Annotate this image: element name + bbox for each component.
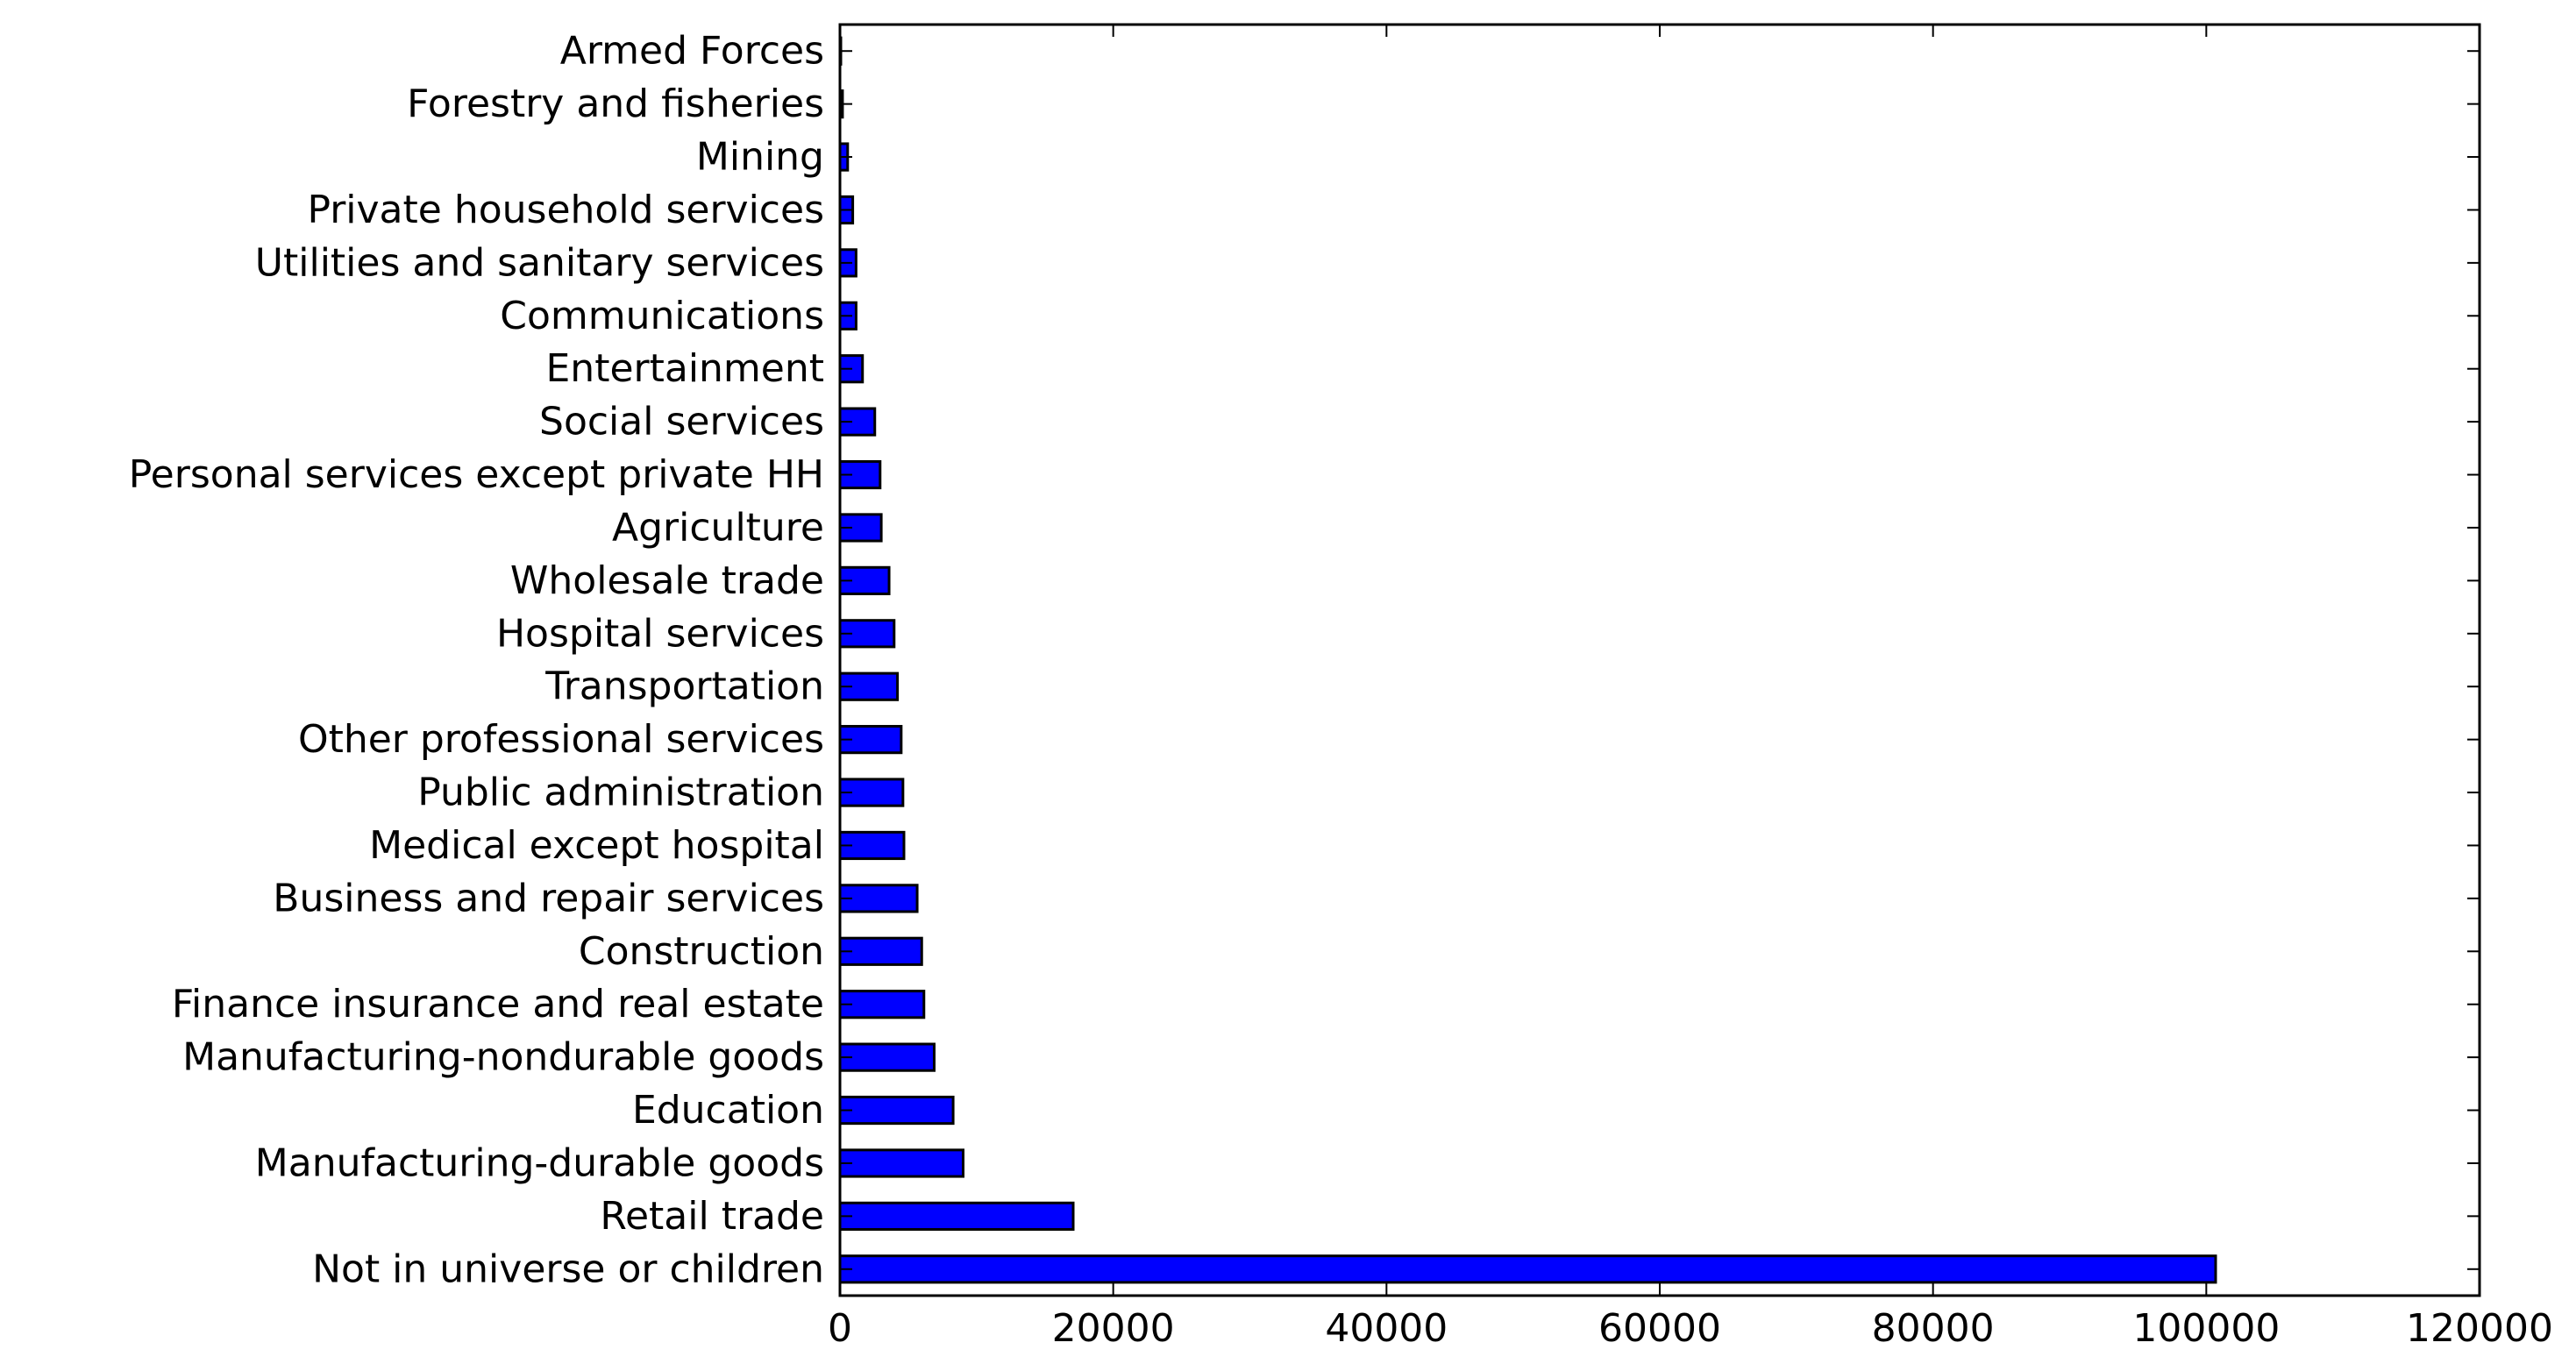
x-tick-label: 40000 bbox=[1325, 1306, 1448, 1351]
category-label: Manufacturing-durable goods bbox=[255, 1140, 824, 1185]
bar bbox=[838, 1042, 936, 1072]
x-tick-label: 0 bbox=[828, 1306, 852, 1351]
category-label: Private household services bbox=[307, 188, 824, 232]
category-label: Communications bbox=[500, 294, 824, 338]
category-label: Armed Forces bbox=[560, 29, 824, 74]
x-tick-label: 100000 bbox=[2132, 1306, 2280, 1351]
category-label: Wholesale trade bbox=[510, 558, 824, 603]
category-label: Hospital services bbox=[496, 611, 824, 656]
bar bbox=[838, 990, 926, 1019]
category-label: Other professional services bbox=[298, 717, 824, 762]
bars-layer bbox=[838, 36, 2217, 1284]
category-label: Utilities and sanitary services bbox=[255, 240, 824, 285]
category-label: Entertainment bbox=[546, 346, 825, 391]
category-label: Forestry and fisheries bbox=[407, 82, 824, 126]
category-label: Construction bbox=[579, 929, 824, 974]
category-label: Social services bbox=[539, 400, 824, 444]
category-label: Public administration bbox=[417, 771, 824, 815]
x-tick-label: 20000 bbox=[1052, 1306, 1175, 1351]
category-label: Personal services except private HH bbox=[129, 452, 824, 497]
x-tick-label: 60000 bbox=[1598, 1306, 1721, 1351]
category-label: Education bbox=[632, 1088, 824, 1133]
category-label: Business and repair services bbox=[273, 876, 824, 920]
category-label: Retail trade bbox=[600, 1194, 824, 1239]
labels-layer: Not in universe or children Retail trade M… bbox=[129, 29, 2553, 1351]
category-label: Mining bbox=[696, 135, 824, 180]
category-label: Manufacturing-nondurable goods bbox=[182, 1035, 824, 1080]
bar bbox=[838, 1254, 2217, 1284]
bar bbox=[838, 884, 919, 913]
x-tick-label: 80000 bbox=[1872, 1306, 1995, 1351]
bar bbox=[838, 1148, 964, 1178]
bar bbox=[838, 1095, 955, 1126]
category-label: Not in universe or children bbox=[312, 1247, 824, 1291]
category-label: Transportation bbox=[544, 664, 824, 709]
plot-frame bbox=[838, 23, 2481, 1297]
category-label: Medical except hospital bbox=[369, 823, 824, 868]
category-label: Finance insurance and real estate bbox=[172, 982, 824, 1026]
category-label: Agriculture bbox=[612, 505, 824, 550]
ticks-layer bbox=[839, 25, 2480, 1296]
x-tick-label: 120000 bbox=[2406, 1306, 2553, 1351]
bar bbox=[838, 1201, 1075, 1231]
